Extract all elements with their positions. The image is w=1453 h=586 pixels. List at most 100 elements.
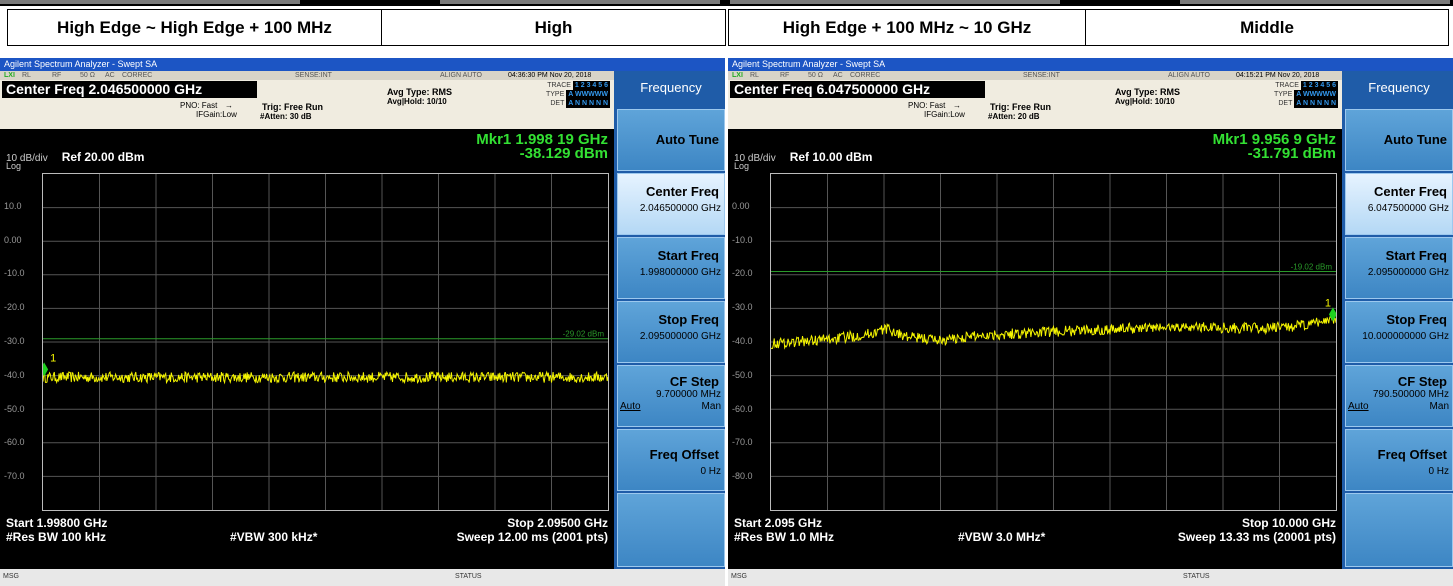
status-bar: MSG STATUS: [0, 569, 725, 586]
trace-graph[interactable]: -19.02 dBm 1: [770, 173, 1337, 511]
status-row: LXI RL RF 50 Ω AC CORREC SENSE:INT ALIGN…: [0, 71, 614, 80]
softkey-cf-step[interactable]: CF Step 790.500000 MHz Auto Man: [1345, 365, 1453, 427]
softkey-start-freq[interactable]: Start Freq 2.095000000 GHz: [1345, 237, 1453, 299]
settings-bar: LXI RL RF 50 Ω AC CORREC SENSE:INT ALIGN…: [0, 71, 614, 129]
marker-frequency: Mkr1 1.998 19 GHz: [476, 131, 608, 148]
softkey-auto-tune[interactable]: Auto Tune: [617, 109, 725, 171]
y-tick-label: -60.0: [732, 403, 753, 414]
y-tick-label: 0.00: [4, 234, 22, 245]
softkey-center-freq-label: Center Freq: [1374, 184, 1447, 199]
ifgain-label: IFGain:Low: [924, 110, 965, 119]
scale-ref-line: 10 dB/div Ref 20.00 dBm Log: [6, 150, 144, 171]
correc-label: CORREC: [850, 72, 881, 79]
trigger-label: Trig: Free Run: [990, 102, 1052, 112]
softkey-freq-offset-label: Freq Offset: [1377, 447, 1447, 462]
softkey-cf-step-label: CF Step: [1397, 374, 1447, 389]
softkey-start-freq-label: Start Freq: [657, 248, 719, 263]
window-title-bar: Agilent Spectrum Analyzer - Swept SA: [728, 58, 1453, 71]
softkey-cf-step-value: 790.500000 MHz: [1372, 389, 1449, 400]
header-right-channel: Middle: [1085, 9, 1449, 46]
log-label: Log: [6, 161, 22, 171]
trace-graph[interactable]: -29.02 dBm 1: [42, 173, 609, 511]
softkey-menu-title: Frequency: [1345, 74, 1453, 107]
avg-type-label: Avg Type: RMS: [387, 87, 453, 97]
trace-svg: -19.02 dBm 1: [771, 174, 1336, 510]
limit-line-label: -29.02 dBm: [563, 330, 605, 339]
softkey-blank[interactable]: [617, 493, 725, 567]
softkey-start-freq[interactable]: Start Freq 1.998000000 GHz: [617, 237, 725, 299]
top-strip-segment: [730, 0, 1060, 4]
top-border-strip: [0, 0, 1453, 6]
y-tick-label: 0.00: [732, 200, 750, 211]
impedance-label: 50 Ω: [808, 72, 823, 79]
spectrum-trace: [43, 370, 608, 385]
y-tick-label: -50.0: [732, 369, 753, 380]
softkey-center-freq-value: 6.047500000 GHz: [1367, 203, 1449, 214]
marker-amplitude: -38.129 dBm: [519, 145, 608, 162]
y-tick-label: -70.0: [732, 437, 753, 448]
ac-label: AC: [833, 72, 843, 79]
log-label: Log: [734, 161, 750, 171]
rbw-label: #Res BW 100 kHz: [6, 530, 107, 544]
lxi-icon: LXI: [732, 72, 743, 79]
status-label: STATUS: [1183, 573, 1210, 580]
header-left-channel: High: [381, 9, 726, 46]
softkey-start-freq-value: 1.998000000 GHz: [639, 267, 721, 278]
softkey-cf-step-auto[interactable]: Auto: [620, 401, 641, 412]
softkey-center-freq[interactable]: Center Freq 6.047500000 GHz: [1345, 173, 1453, 235]
y-tick-label: 10.0: [4, 200, 22, 211]
start-freq-label: Start 2.095 GHz: [734, 516, 823, 530]
msg-label: MSG: [731, 573, 747, 580]
top-strip-segment: [440, 0, 720, 4]
softkey-stop-freq[interactable]: Stop Freq 10.000000000 GHz: [1345, 301, 1453, 363]
y-tick-label: -40.0: [732, 336, 753, 346]
start-freq-label: Start 1.99800 GHz: [6, 516, 108, 530]
align-label: ALIGN AUTO: [1168, 72, 1210, 79]
softkey-panel: Frequency Auto Tune Center Freq 6.047500…: [1342, 71, 1453, 569]
softkey-cf-step[interactable]: CF Step 9.700000 MHz Auto Man: [617, 365, 725, 427]
datetime-label: 04:36:30 PM Nov 20, 2018: [508, 72, 592, 79]
softkey-auto-tune[interactable]: Auto Tune: [1345, 109, 1453, 171]
softkey-stop-freq-value: 10.000000000 GHz: [1362, 331, 1449, 342]
marker-diamond: [43, 362, 49, 377]
rf-label: RF: [780, 72, 790, 79]
stop-freq-label: Stop 10.000 GHz: [1241, 516, 1336, 530]
softkey-panel: Frequency Auto Tune Center Freq 2.046500…: [614, 71, 725, 569]
vbw-label: #VBW 300 kHz*: [230, 530, 318, 544]
trace-svg: -29.02 dBm 1: [43, 174, 608, 510]
y-tick-label: -20.0: [732, 268, 753, 279]
softkey-freq-offset[interactable]: Freq Offset 0 Hz: [617, 429, 725, 491]
y-tick-label: -30.0: [732, 302, 753, 313]
marker-diamond: [1328, 307, 1336, 322]
softkey-stop-freq-label: Stop Freq: [1386, 312, 1447, 327]
trace-status-box: TRACE 1 2 3 4 5 6 TYPE A WWWWW DET A N N…: [545, 81, 610, 108]
softkey-blank[interactable]: [1345, 493, 1453, 567]
avg-hold-label: Avg|Hold: 10/10: [387, 97, 447, 106]
sense-label: SENSE:INT: [295, 72, 332, 79]
softkey-menu-title: Frequency: [617, 74, 725, 107]
avg-type-label: Avg Type: RMS: [1115, 87, 1181, 97]
marker-amplitude: -31.791 dBm: [1247, 145, 1336, 162]
status-row: LXI RL RF 50 Ω AC CORREC SENSE:INT ALIGN…: [728, 71, 1342, 80]
rbw-label: #Res BW 1.0 MHz: [734, 530, 835, 544]
softkey-start-freq-value: 2.095000000 GHz: [1367, 267, 1449, 278]
softkey-center-freq[interactable]: Center Freq 2.046500000 GHz: [617, 173, 725, 235]
y-tick-label: -10.0: [732, 234, 753, 245]
softkey-cf-step-man[interactable]: Man: [1429, 401, 1449, 412]
softkey-stop-freq-value: 2.095000000 GHz: [639, 331, 721, 342]
center-freq-display[interactable]: Center Freq 6.047500000 GHz: [730, 81, 985, 98]
softkey-cf-step-man[interactable]: Man: [701, 401, 721, 412]
softkey-stop-freq-label: Stop Freq: [658, 312, 719, 327]
softkey-freq-offset-label: Freq Offset: [649, 447, 719, 462]
softkey-cf-step-auto[interactable]: Auto: [1348, 401, 1369, 412]
marker-frequency: Mkr1 9.956 9 GHz: [1212, 131, 1336, 148]
softkey-start-freq-label: Start Freq: [1385, 248, 1447, 263]
ref-level-label: Ref 10.00 dBm: [789, 150, 873, 164]
marker-number: 1: [1325, 297, 1331, 309]
center-freq-display[interactable]: Center Freq 2.046500000 GHz: [2, 81, 257, 98]
y-tick-label: -50.0: [4, 403, 25, 414]
ref-level-label: Ref 20.00 dBm: [61, 150, 145, 164]
header-right-range: High Edge + 100 MHz ~ 10 GHz: [728, 9, 1086, 46]
softkey-stop-freq[interactable]: Stop Freq 2.095000000 GHz: [617, 301, 725, 363]
softkey-freq-offset[interactable]: Freq Offset 0 Hz: [1345, 429, 1453, 491]
